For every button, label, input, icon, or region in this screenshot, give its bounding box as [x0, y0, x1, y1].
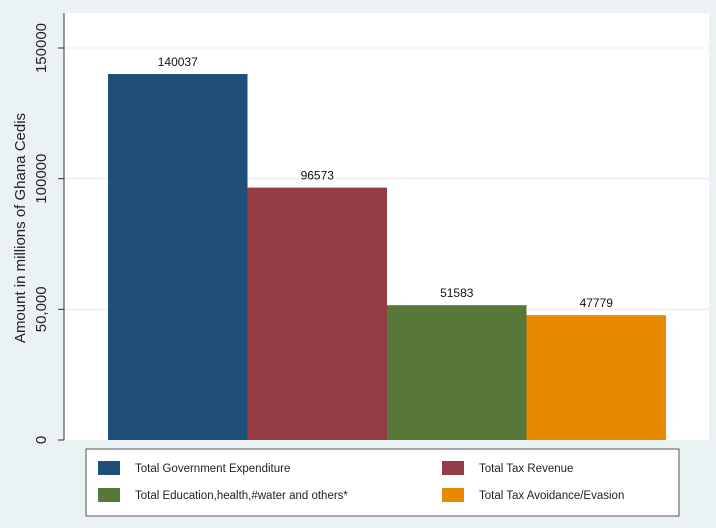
legend-label: Total Education,health,#water and others…	[135, 490, 348, 502]
legend: Total Government Expenditure Total Tax Re…	[98, 461, 624, 502]
legend-label: Total Government Expenditure	[135, 463, 290, 475]
bars	[108, 74, 666, 441]
legend-swatch	[442, 461, 464, 475]
bar-value-label: 51583	[440, 286, 474, 300]
y-tick-label: 0	[33, 436, 50, 444]
bar-3	[387, 305, 527, 440]
legend-swatch	[98, 488, 120, 502]
bar-value-label: 140037	[158, 55, 198, 69]
legend-box	[85, 448, 680, 517]
bar-1	[108, 74, 248, 441]
bar-2	[247, 187, 387, 440]
y-tick-label: 50,000	[33, 286, 50, 332]
y-axis-title: Amount in millions of Ghana Cedis	[12, 113, 29, 343]
legend-swatch	[98, 461, 120, 475]
y-axis-ticks: 0 50,000 100000 150000	[33, 23, 64, 444]
bar-4	[526, 315, 666, 440]
y-tick-label: 100000	[33, 154, 50, 204]
data-labels: 140037 96573 51583 47779	[158, 55, 614, 310]
legend-label: Total Tax Avoidance/Evasion	[479, 490, 624, 502]
bar-value-label: 47779	[580, 296, 614, 310]
y-tick-label: 150000	[33, 23, 50, 73]
legend-swatch	[442, 488, 464, 502]
legend-label: Total Tax Revenue	[479, 463, 573, 475]
bar-value-label: 96573	[301, 169, 335, 183]
